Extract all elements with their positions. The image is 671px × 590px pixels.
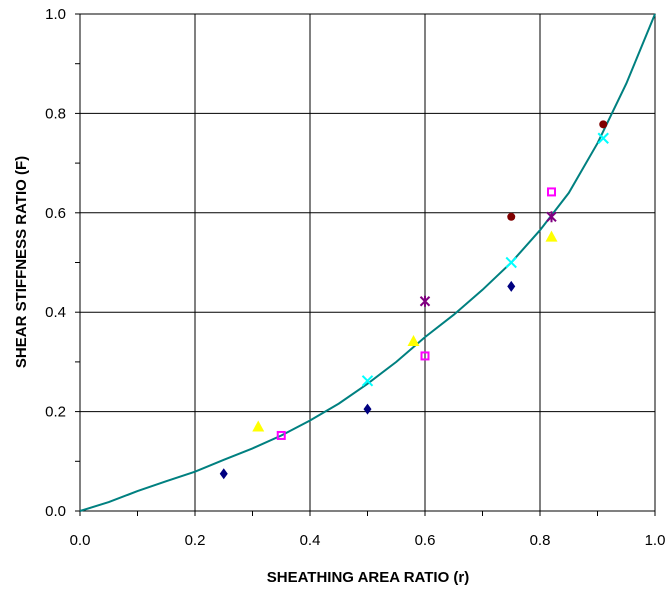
- data-point-square: [547, 187, 556, 197]
- plot-area-frame: [79, 13, 656, 512]
- y-axis-label: SHEAR STIFFNESS RATIO (F): [13, 156, 30, 368]
- grid-lines: [80, 14, 655, 511]
- data-point-diamond: [219, 468, 228, 480]
- data-point-x: [361, 375, 374, 387]
- data-point-square: [420, 351, 430, 361]
- data-point-circle: [507, 212, 516, 221]
- fitted-curve: [79, 13, 656, 512]
- data-point-triangle: [545, 230, 558, 242]
- y-tick-label: 0.6: [45, 205, 66, 222]
- tick-marks: [75, 13, 656, 516]
- x-tick-label: 0.8: [530, 532, 551, 549]
- data-point-diamond: [363, 403, 372, 415]
- x-tick-label: 0.2: [185, 532, 206, 549]
- y-tick-label: 0.2: [45, 404, 66, 421]
- data-point-square: [276, 430, 286, 440]
- data-point-triangle: [252, 420, 265, 432]
- data-point-star: [419, 295, 431, 307]
- x-tick-label: 0.4: [300, 532, 321, 549]
- x-tick-label: 0.6: [415, 532, 436, 549]
- data-series: [79, 13, 656, 512]
- data-point-x: [597, 132, 609, 144]
- y-tick-label: 0.8: [45, 105, 66, 122]
- y-tick-label: 0.0: [45, 503, 66, 520]
- data-point-star: [546, 211, 557, 223]
- y-tick-label: 0.4: [45, 304, 66, 321]
- data-point-x: [505, 256, 517, 269]
- y-axis-tick-labels: 0.0 0.2 0.4 0.6 0.8 1.0: [45, 6, 66, 520]
- x-axis-tick-labels: 0.0 0.2 0.4 0.6 0.8 1.0: [70, 532, 666, 549]
- y-tick-label: 1.0: [45, 6, 66, 23]
- x-tick-label: 1.0: [645, 532, 666, 549]
- data-point-circle: [599, 120, 608, 129]
- data-point-triangle: [407, 335, 420, 347]
- data-point-diamond: [507, 280, 516, 292]
- x-tick-label: 0.0: [70, 532, 91, 549]
- x-axis-label: SHEATHING AREA RATIO (r): [267, 569, 470, 586]
